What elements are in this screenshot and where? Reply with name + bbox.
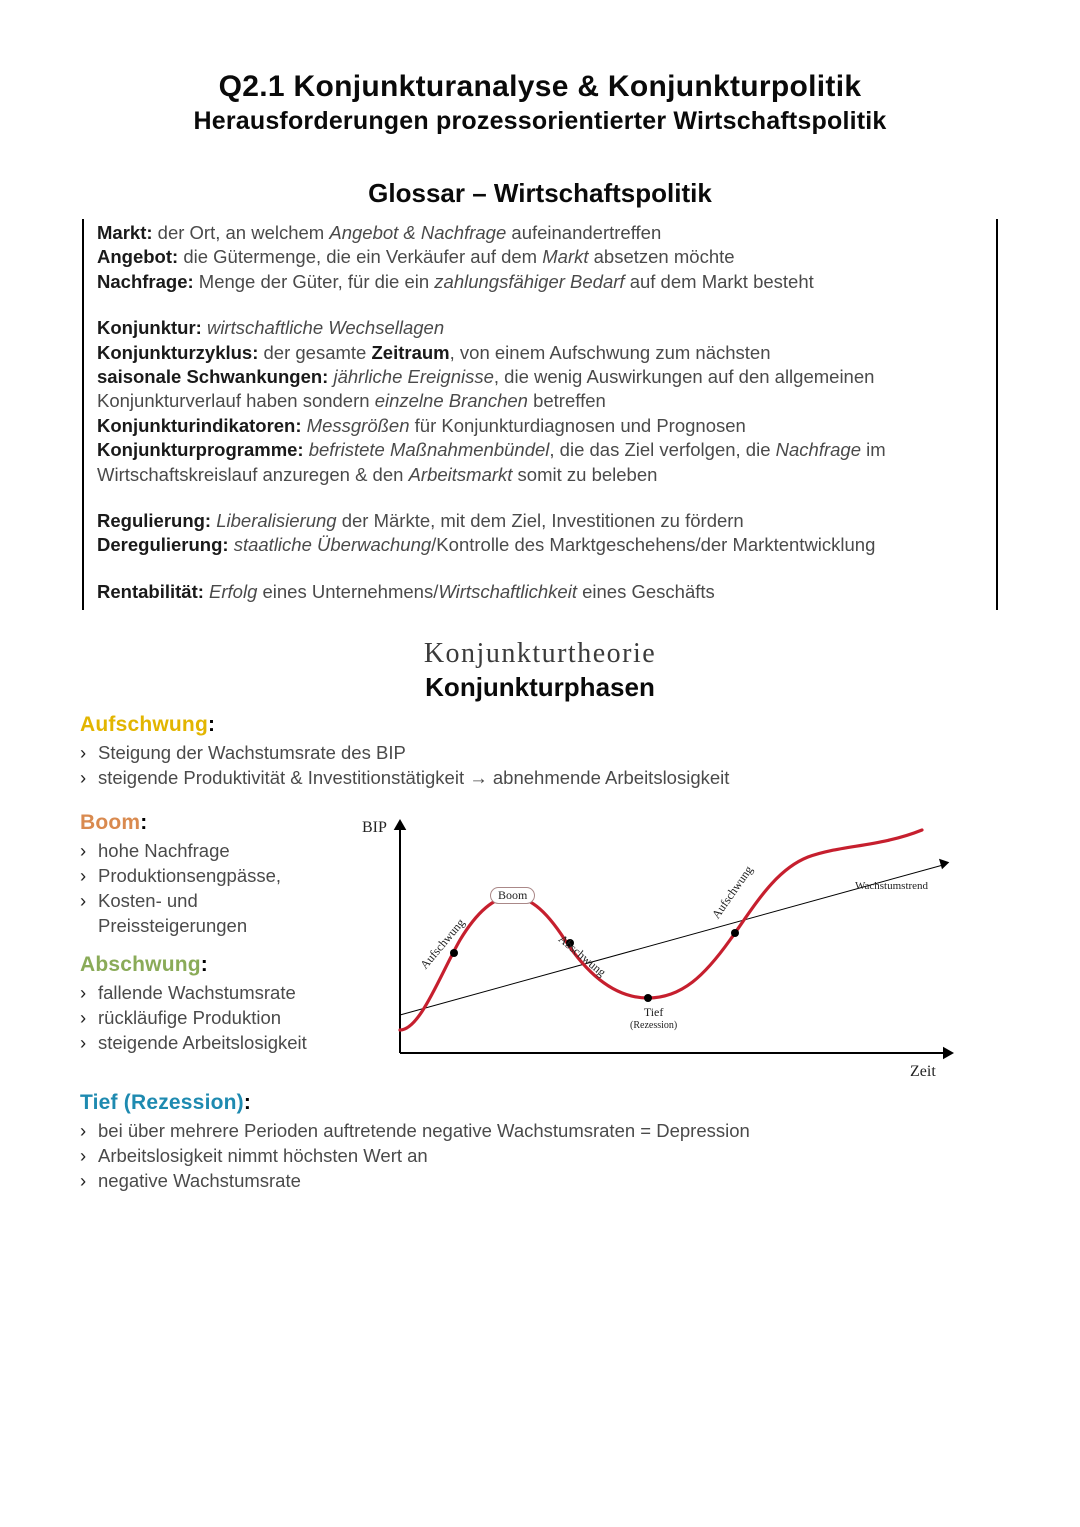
page-title: Q2.1 Konjunkturanalyse & Konjunkturpolit… (80, 70, 1000, 104)
glossary-line: Regulierung: Liberalisierung der Märkte,… (97, 509, 986, 533)
glossary-def: Messgrößen für Konjunkturdiagnosen und P… (302, 415, 746, 436)
page-subtitle: Herausforderungen prozessorientierter Wi… (80, 107, 1000, 136)
left-col: Boom: hohe NachfrageProduktionsengpässe,K… (80, 805, 340, 1070)
glossary-term: Konjunkturzyklus: (97, 342, 258, 363)
chart-phase-sublabel: (Rezession) (630, 1020, 677, 1031)
glossary-line: Konjunkturindikatoren: Messgrößen für Ko… (97, 414, 986, 438)
glossary-def: Liberalisierung der Märkte, mit dem Ziel… (211, 510, 744, 531)
glossary-term: Rentabilität: (97, 581, 204, 602)
glossary-line: saisonale Schwankungen: jährliche Ereign… (97, 365, 986, 414)
phase-item: steigende Arbeitslosigkeit (80, 1031, 340, 1056)
glossary-term: Regulierung: (97, 510, 211, 531)
glossary-term: saisonale Schwankungen: (97, 366, 328, 387)
glossary-term: Konjunkturprogramme: (97, 439, 304, 460)
phase-block: Aufschwung: Steigung der Wachstumsrate de… (80, 713, 1000, 791)
phase-list: hohe NachfrageProduktionsengpässe,Kosten… (80, 839, 340, 939)
phase-list: fallende Wachstumsraterückläufige Produk… (80, 981, 340, 1056)
chart-col: BIPZeitWachstumstrendAufschwungBoomAbsch… (350, 805, 1000, 1085)
phase-item: Kosten- und Preissteigerungen (80, 889, 340, 939)
x-axis-label: Zeit (910, 1063, 936, 1081)
glossary-def: Erfolg eines Unternehmens/Wirtschaftlich… (204, 581, 715, 602)
glossary-term: Angebot: (97, 246, 178, 267)
phases-container: Aufschwung: Steigung der Wachstumsrate de… (80, 713, 1000, 1194)
phase-item: bei über mehrere Perioden auftretende ne… (80, 1119, 1000, 1144)
glossary-term: Deregulierung: (97, 534, 229, 555)
phase-block: Boom: hohe NachfrageProduktionsengpässe,K… (80, 811, 340, 939)
glossary-term: Nachfrage: (97, 271, 194, 292)
phase-name: Abschwung (80, 953, 201, 976)
phase-item: rückläufige Produktion (80, 1006, 340, 1031)
cycle-chart: BIPZeitWachstumstrendAufschwungBoomAbsch… (360, 805, 960, 1085)
phase-item: negative Wachstumsrate (80, 1169, 1000, 1194)
phase-title: Aufschwung: (80, 713, 1000, 737)
phase-block: Tief (Rezession): bei über mehrere Period… (80, 1091, 1000, 1194)
phase-columns: Boom: hohe NachfrageProduktionsengpässe,K… (80, 805, 1000, 1085)
phase-item: Arbeitslosigkeit nimmt höchsten Wert an (80, 1144, 1000, 1169)
trend-label: Wachstumstrend (855, 880, 928, 892)
glossary-line: Konjunkturprogramme: befristete Maßnahme… (97, 438, 986, 487)
phase-item: steigende Produktivität & Investitionstä… (80, 766, 1000, 791)
glossary-def: die Gütermenge, die ein Verkäufer auf de… (178, 246, 734, 267)
glossary-def: der Ort, an welchem Angebot & Nachfrage … (153, 222, 662, 243)
colon: : (244, 1091, 251, 1114)
glossary-box: Markt: der Ort, an welchem Angebot & Nac… (82, 219, 998, 610)
glossary-term: Konjunkturindikatoren: (97, 415, 302, 436)
glossary-line: Rentabilität: Erfolg eines Unternehmens/… (97, 580, 986, 604)
glossary-line: Nachfrage: Menge der Güter, für die ein … (97, 270, 986, 294)
phase-name: Aufschwung (80, 713, 208, 736)
glossary-term: Markt: (97, 222, 153, 243)
phase-item: fallende Wachstumsrate (80, 981, 340, 1006)
colon: : (140, 811, 147, 834)
phase-item: hohe Nachfrage (80, 839, 340, 864)
glossary-line: Angebot: die Gütermenge, die ein Verkäuf… (97, 245, 986, 269)
arrow-head (939, 859, 949, 870)
cycle-curve (400, 830, 922, 1030)
glossary-def: wirtschaftliche Wechsellagen (202, 317, 444, 338)
glossary-line: Markt: der Ort, an welchem Angebot & Nac… (97, 221, 986, 245)
phases-heading: Konjunkturphasen (80, 672, 1000, 703)
glossary-def: Menge der Güter, für die ein zahlungsfäh… (194, 271, 814, 292)
colon: : (201, 953, 208, 976)
chart-phase-label: Boom (490, 887, 535, 904)
phase-title: Tief (Rezession): (80, 1091, 1000, 1115)
glossary-line: Konjunkturzyklus: der gesamte Zeitraum, … (97, 341, 986, 365)
phase-list: Steigung der Wachstumsrate des BIPsteige… (80, 741, 1000, 791)
glossary-heading: Glossar – Wirtschaftspolitik (80, 178, 1000, 209)
phase-item: Steigung der Wachstumsrate des BIP (80, 741, 1000, 766)
phase-name: Boom (80, 811, 140, 834)
glossary-line: Konjunktur: wirtschaftliche Wechsellagen (97, 316, 986, 340)
arrow-head (394, 819, 407, 830)
phase-name: Tief (Rezession) (80, 1091, 244, 1114)
phase-list: bei über mehrere Perioden auftretende ne… (80, 1119, 1000, 1194)
phase-block: Abschwung: fallende Wachstumsraterückläuf… (80, 953, 340, 1056)
cursive-caption: Konjunkturtheorie (80, 638, 1000, 670)
phase-item: Produktionsengpässe, (80, 864, 340, 889)
y-axis-label: BIP (362, 819, 387, 837)
arrow-head (943, 1047, 954, 1060)
phase-title: Abschwung: (80, 953, 340, 977)
glossary-line: Deregulierung: staatliche Überwachung/Ko… (97, 533, 986, 557)
phase-title: Boom: (80, 811, 340, 835)
colon: : (208, 713, 215, 736)
glossary-def: der gesamte Zeitraum, von einem Aufschwu… (258, 342, 770, 363)
glossary-term: Konjunktur: (97, 317, 202, 338)
chart-phase-label: Tief(Rezession) (630, 1005, 677, 1031)
glossary-def: staatliche Überwachung/Kontrolle des Mar… (229, 534, 876, 555)
